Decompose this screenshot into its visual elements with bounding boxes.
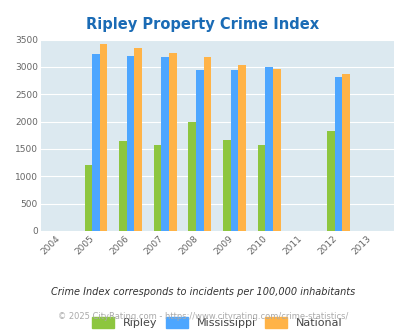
Bar [341,74,349,231]
Bar [265,67,272,231]
Bar [161,57,168,231]
Bar [326,131,334,231]
Bar [203,56,211,231]
Bar [230,70,238,231]
Bar [92,54,100,231]
Legend: Ripley, Mississippi, National: Ripley, Mississippi, National [91,317,342,328]
Bar [223,140,230,231]
Bar [126,56,134,231]
Bar [153,145,161,231]
Bar [272,69,280,231]
Text: © 2025 CityRating.com - https://www.cityrating.com/crime-statistics/: © 2025 CityRating.com - https://www.city… [58,312,347,321]
Text: Ripley Property Crime Index: Ripley Property Crime Index [86,17,319,32]
Bar [334,77,341,231]
Bar [257,145,265,231]
Bar [188,122,196,231]
Text: Crime Index corresponds to incidents per 100,000 inhabitants: Crime Index corresponds to incidents per… [51,287,354,297]
Bar [100,44,107,231]
Bar [134,49,142,231]
Bar [119,141,126,231]
Bar [238,65,245,231]
Bar [168,53,176,231]
Bar [84,165,92,231]
Bar [196,70,203,231]
